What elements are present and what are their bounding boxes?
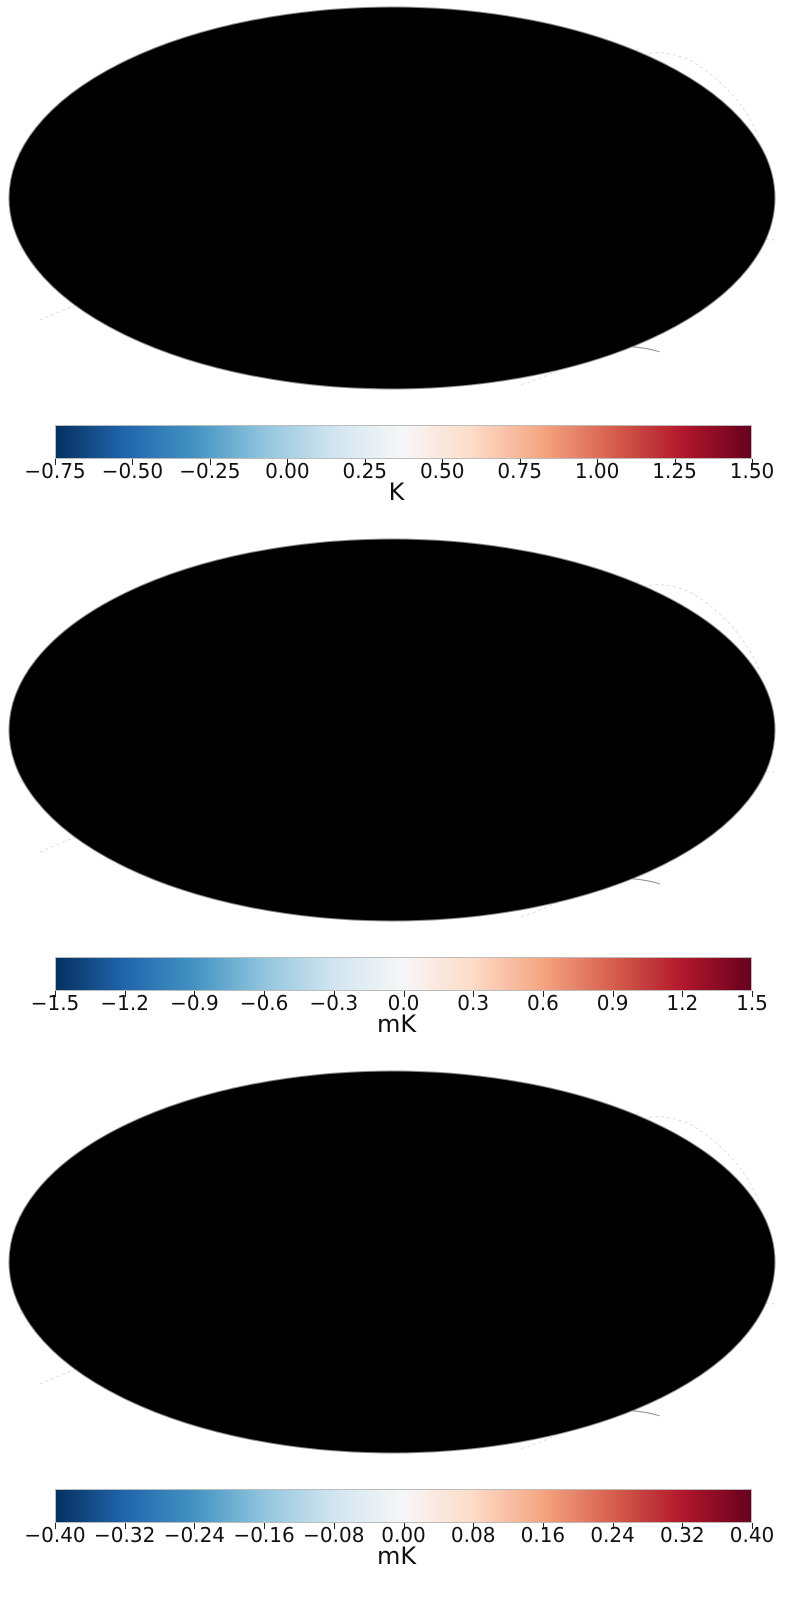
colorbar-tick-mark: [442, 459, 444, 465]
colorbar-tick-mark: [194, 991, 196, 997]
colorbar-ticks-1: −0.75 −0.50 −0.25 0.00 0.25 0.50 0.75 1.00 1.25 1…: [0, 459, 793, 519]
colorbar-tick-mark: [682, 991, 684, 997]
colorbar-unit-2: mK: [0, 1010, 793, 1038]
colorbar-tick-label: −0.9: [170, 991, 219, 1015]
colorbar-ticks-2: −1.5 −1.2 −0.9 −0.6 −0.3 0.0 0.3 0.6 0.9 1.2 1.5: [0, 991, 793, 1051]
colorbar-tick-mark: [542, 991, 544, 997]
map-panel-1: −0.75 −0.50 −0.25 0.00 0.25 0.50 0.75 1.00 1.25 1…: [0, 0, 793, 532]
colorbar-tick-mark: [682, 1523, 684, 1529]
map-border: [8, 1070, 776, 1454]
colorbar-tick-label: −0.24: [164, 1523, 225, 1547]
colorbar-tick-label: 1.5: [736, 991, 768, 1015]
colorbar-tick-label: 0.24: [590, 1523, 635, 1547]
colorbar-tick-mark: [264, 1523, 266, 1529]
colorbar-tick-mark: [519, 459, 521, 465]
colorbar-tick-mark: [674, 459, 676, 465]
colorbar-tick-label: −0.40: [24, 1523, 85, 1547]
colorbar-tick-label: 0.40: [730, 1523, 775, 1547]
colorbar-3: [55, 1489, 752, 1523]
colorbar-tick-label: 1.50: [730, 459, 775, 483]
colorbar-tick-label: 0.0: [388, 991, 420, 1015]
colorbar-tick-mark: [752, 459, 753, 465]
colorbar-unit-3: mK: [0, 1542, 793, 1570]
colorbar-tick-label: 1.2: [666, 991, 698, 1015]
colorbar-tick-label: −1.5: [31, 991, 80, 1015]
colorbar-tick-label: 1.00: [575, 459, 620, 483]
colorbar-tick-mark: [194, 1523, 196, 1529]
mollweide-map-2: [8, 538, 776, 923]
mollweide-map-1: [8, 6, 776, 391]
colorbar-tick-label: 1.25: [652, 459, 697, 483]
colorbar-tick-label: 0.3: [457, 991, 489, 1015]
colorbar-tick-label: 0.00: [381, 1523, 426, 1547]
colorbar-tick-mark: [333, 1523, 335, 1529]
colorbar-tick-label: 0.08: [451, 1523, 496, 1547]
colorbar-2: [55, 957, 752, 991]
colorbar-tick-label: −0.6: [240, 991, 289, 1015]
colorbar-tick-mark: [597, 459, 599, 465]
colorbar-tick-mark: [403, 991, 405, 997]
colorbar-tick-label: 0.75: [497, 459, 542, 483]
colorbar-tick-mark: [55, 459, 56, 465]
colorbar-tick-mark: [473, 1523, 475, 1529]
colorbar-tick-label: 0.00: [265, 459, 310, 483]
colorbar-tick-mark: [124, 1523, 126, 1529]
colorbar-ticks-3: −0.40 −0.32 −0.24 −0.16 −0.08 0.00 0.08 0.16 0.2…: [0, 1523, 793, 1583]
map-panel-2: −1.5 −1.2 −0.9 −0.6 −0.3 0.0 0.3 0.6 0.9 1.2 1.5 m…: [0, 532, 793, 1064]
mollweide-map-3: [8, 1070, 776, 1455]
colorbar-tick-label: −0.16: [233, 1523, 294, 1547]
map-border: [8, 538, 776, 922]
colorbar-tick-label: −0.25: [179, 459, 240, 483]
colorbar-tick-mark: [612, 1523, 614, 1529]
colorbar-tick-mark: [612, 991, 614, 997]
colorbar-tick-label: 0.32: [660, 1523, 705, 1547]
colorbar-tick-label: 0.6: [527, 991, 559, 1015]
colorbar-tick-mark: [473, 991, 475, 997]
colorbar-tick-label: 0.9: [597, 991, 629, 1015]
colorbar-tick-mark: [752, 1523, 753, 1529]
colorbar-tick-label: −0.3: [310, 991, 359, 1015]
colorbar-tick-label: −0.32: [94, 1523, 155, 1547]
map-panel-3: −0.40 −0.32 −0.24 −0.16 −0.08 0.00 0.08 0.16 0.2…: [0, 1064, 793, 1604]
colorbar-tick-mark: [264, 991, 266, 997]
colorbar-tick-mark: [132, 459, 134, 465]
colorbar-tick-mark: [124, 991, 126, 997]
colorbar-tick-label: −0.75: [24, 459, 85, 483]
colorbar-tick-mark: [364, 459, 366, 465]
colorbar-tick-label: 0.25: [343, 459, 388, 483]
map-border: [8, 6, 776, 390]
colorbar-tick-label: 0.16: [521, 1523, 566, 1547]
colorbar-tick-mark: [542, 1523, 544, 1529]
colorbar-tick-mark: [403, 1523, 405, 1529]
colorbar-tick-label: −0.50: [102, 459, 163, 483]
colorbar-tick-label: 0.50: [420, 459, 465, 483]
colorbar-tick-mark: [752, 991, 753, 997]
colorbar-tick-mark: [333, 991, 335, 997]
colorbar-tick-label: −0.08: [303, 1523, 364, 1547]
colorbar-1: [55, 425, 752, 459]
colorbar-tick-mark: [55, 991, 56, 997]
colorbar-tick-mark: [287, 459, 289, 465]
colorbar-tick-mark: [209, 459, 211, 465]
colorbar-tick-label: −1.2: [100, 991, 149, 1015]
colorbar-tick-mark: [55, 1523, 56, 1529]
colorbar-unit-1: K: [0, 478, 793, 506]
